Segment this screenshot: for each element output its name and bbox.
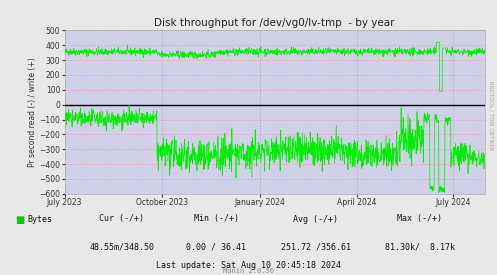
Text: Min (-/+): Min (-/+) bbox=[194, 214, 239, 224]
Text: RRDTOOL / TOBI OETIKER: RRDTOOL / TOBI OETIKER bbox=[488, 81, 493, 150]
Y-axis label: Pr second read (-) / write (+): Pr second read (-) / write (+) bbox=[28, 57, 37, 167]
Text: 251.72 /356.61: 251.72 /356.61 bbox=[281, 242, 350, 251]
Text: Cur (-/+): Cur (-/+) bbox=[99, 214, 144, 224]
Text: Munin 2.0.56: Munin 2.0.56 bbox=[223, 268, 274, 274]
Text: ■: ■ bbox=[15, 214, 24, 224]
Text: 81.30k/  8.17k: 81.30k/ 8.17k bbox=[385, 242, 455, 251]
Text: 0.00 / 36.41: 0.00 / 36.41 bbox=[186, 242, 246, 251]
Text: Bytes: Bytes bbox=[27, 214, 52, 224]
Text: 48.55m/348.50: 48.55m/348.50 bbox=[89, 242, 154, 251]
Text: Max (-/+): Max (-/+) bbox=[398, 214, 442, 224]
Text: Avg (-/+): Avg (-/+) bbox=[293, 214, 338, 224]
Text: Last update: Sat Aug 10 20:45:18 2024: Last update: Sat Aug 10 20:45:18 2024 bbox=[156, 261, 341, 270]
Title: Disk throughput for /dev/vg0/lv-tmp  - by year: Disk throughput for /dev/vg0/lv-tmp - by… bbox=[155, 18, 395, 28]
